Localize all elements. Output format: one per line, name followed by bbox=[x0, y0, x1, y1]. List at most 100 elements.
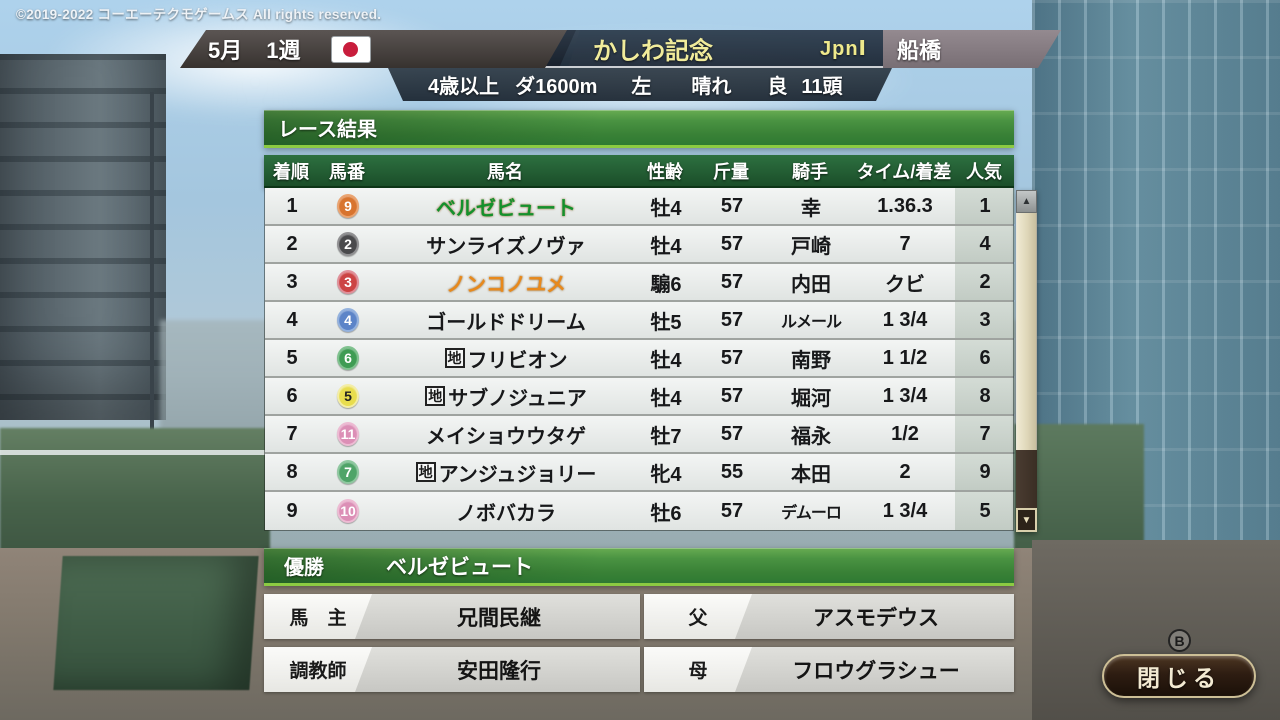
horse-number-cell: 5 bbox=[319, 384, 377, 408]
sex-age: 牝4 bbox=[650, 463, 682, 486]
carried-weight: 57 bbox=[720, 194, 744, 217]
horse-name: メイショウウタゲ bbox=[426, 425, 586, 448]
winner-detail-label: 馬 主 bbox=[264, 594, 372, 639]
race-condition-item: ダ1600m bbox=[515, 76, 598, 98]
result-row: 4 4 ゴールドドリーム 牡5 57 ルメール 1 3/4 3 bbox=[265, 302, 1015, 340]
japan-flag-icon bbox=[330, 35, 371, 63]
horse-name-cell: 地フリビオン bbox=[377, 344, 635, 373]
time-or-margin: 1 3/4 bbox=[882, 308, 928, 331]
jockey-name: 本田 bbox=[791, 463, 831, 486]
carried-weight: 57 bbox=[720, 499, 744, 522]
jockey-name: ルメール bbox=[780, 314, 842, 331]
local-horse-mark-icon: 地 bbox=[444, 348, 465, 368]
horse-name-cell: ノボバカラ bbox=[377, 497, 635, 526]
popularity: 6 bbox=[955, 340, 1015, 376]
winner-detail-label: 母 bbox=[644, 647, 752, 692]
horse-name: フリビオン bbox=[467, 349, 568, 372]
local-horse-mark-icon: 地 bbox=[415, 462, 436, 482]
column-header-7: 人気 bbox=[966, 161, 1002, 182]
horse-number-cell: 3 bbox=[319, 270, 377, 294]
column-header-2: 馬名 bbox=[487, 161, 523, 182]
carried-weight: 57 bbox=[720, 346, 744, 369]
race-condition-item: 4歳以上 bbox=[428, 76, 500, 98]
horse-number-badge: 9 bbox=[337, 194, 359, 218]
result-row: 9 10 ノボバカラ 牡6 57 デムーロ 1 3/4 5 bbox=[265, 492, 1015, 530]
time-or-margin: 7 bbox=[899, 232, 911, 255]
jockey-name: 戸崎 bbox=[791, 235, 831, 258]
scroll-up-button[interactable]: ▲ bbox=[1016, 190, 1037, 213]
horse-number-cell: 7 bbox=[319, 460, 377, 484]
horse-number-cell: 10 bbox=[319, 499, 377, 523]
result-row: 5 6 地フリビオン 牡4 57 南野 1 1/2 6 bbox=[265, 340, 1015, 378]
winner-details-grid: 馬 主 兄間民継 父 アスモデウス調教師 安田隆行 母 フロウグラシュー bbox=[264, 594, 1014, 692]
results-table-header: 着順 馬番 馬名 性齢 斤量 騎手 タイム/着差 人気 bbox=[264, 155, 1014, 188]
winner-detail-value: アスモデウス bbox=[813, 606, 939, 630]
jockey-name: 幸 bbox=[801, 197, 821, 220]
jockey-name: 福永 bbox=[791, 425, 831, 448]
column-header-1: 馬番 bbox=[329, 161, 365, 182]
scrollbar-track[interactable] bbox=[1016, 450, 1037, 508]
time-or-margin: 1 3/4 bbox=[882, 384, 928, 407]
race-venue-segment: 船橋 bbox=[883, 30, 1061, 68]
horse-name-cell: 地アンジュジョリー bbox=[377, 458, 635, 487]
horse-name-cell: ベルゼビュート bbox=[377, 192, 635, 221]
horse-number-badge: 6 bbox=[337, 346, 359, 370]
result-row: 1 9 ベルゼビュート 牡4 57 幸 1.36.3 1 bbox=[265, 188, 1015, 226]
carried-weight: 55 bbox=[720, 460, 744, 483]
winner-detail-label: 調教師 bbox=[264, 647, 372, 692]
popularity: 5 bbox=[955, 492, 1015, 530]
winner-detail-label: 父 bbox=[644, 594, 752, 639]
horse-name: ゴールドドリーム bbox=[426, 311, 586, 334]
horse-number-badge: 10 bbox=[337, 499, 359, 523]
winner-detail-value: フロウグラシュー bbox=[792, 659, 960, 683]
finish-position: 2 bbox=[286, 232, 298, 255]
column-header-4: 斤量 bbox=[713, 161, 749, 182]
background-hedge-left bbox=[0, 428, 270, 556]
down-arrow-icon: ▼ bbox=[1021, 514, 1032, 526]
time-or-margin: 1 1/2 bbox=[882, 346, 928, 369]
winner-detail-cell: 馬 主 兄間民継 bbox=[264, 594, 640, 639]
horse-number-cell: 11 bbox=[319, 422, 377, 446]
sex-age: 騸6 bbox=[650, 273, 682, 296]
horse-name: サンライズノヴァ bbox=[426, 235, 586, 258]
horse-name-cell: サンライズノヴァ bbox=[377, 230, 635, 259]
up-arrow-icon: ▲ bbox=[1021, 196, 1032, 207]
race-condition-item: 良 bbox=[767, 76, 788, 98]
result-row: 2 2 サンライズノヴァ 牡4 57 戸崎 7 4 bbox=[265, 226, 1015, 264]
winner-label: 優勝 bbox=[284, 557, 324, 579]
time-or-margin: 1 3/4 bbox=[882, 499, 928, 522]
winner-detail-cell: 調教師 安田隆行 bbox=[264, 647, 640, 692]
horse-number-badge: 3 bbox=[337, 270, 359, 294]
scrollbar-thumb[interactable] bbox=[1016, 213, 1037, 450]
result-row: 8 7 地アンジュジョリー 牝4 55 本田 2 9 bbox=[265, 454, 1015, 492]
horse-number-badge: 5 bbox=[337, 384, 359, 408]
column-header-3: 性齢 bbox=[647, 161, 683, 182]
popularity: 8 bbox=[955, 378, 1015, 414]
column-header-5: 騎手 bbox=[792, 161, 828, 182]
sex-age: 牡7 bbox=[650, 425, 682, 448]
race-title-segment: かしわ記念 JpnⅠ bbox=[545, 30, 883, 68]
panel-title-bar: レース結果 bbox=[264, 110, 1014, 148]
horse-number-cell: 6 bbox=[319, 346, 377, 370]
finish-position: 1 bbox=[286, 194, 298, 217]
result-row: 7 11 メイショウウタゲ 牡7 57 福永 1/2 7 bbox=[265, 416, 1015, 454]
winner-detail-cell: 母 フロウグラシュー bbox=[644, 647, 1014, 692]
local-horse-mark-icon: 地 bbox=[425, 386, 446, 406]
horse-number-cell: 2 bbox=[319, 232, 377, 256]
column-header-6: タイム/着差 bbox=[856, 161, 952, 182]
horse-name: ノボバカラ bbox=[456, 502, 556, 525]
popularity: 1 bbox=[955, 188, 1015, 224]
popularity: 7 bbox=[955, 416, 1015, 452]
popularity: 9 bbox=[955, 454, 1015, 490]
scroll-down-button[interactable]: ▼ bbox=[1016, 508, 1037, 532]
gamepad-b-key-label: B bbox=[1174, 632, 1185, 649]
horse-name-cell: メイショウウタゲ bbox=[377, 420, 635, 449]
time-or-margin: クビ bbox=[885, 273, 925, 296]
carried-weight: 57 bbox=[720, 270, 744, 293]
horse-name-cell: ノンコノユメ bbox=[377, 268, 635, 297]
close-button[interactable]: 閉じる bbox=[1102, 654, 1256, 698]
sex-age: 牡4 bbox=[650, 349, 682, 372]
finish-position: 6 bbox=[286, 384, 298, 407]
race-conditions-bar: 4歳以上 ダ1600m 左 晴れ 良 11頭 bbox=[388, 68, 892, 101]
